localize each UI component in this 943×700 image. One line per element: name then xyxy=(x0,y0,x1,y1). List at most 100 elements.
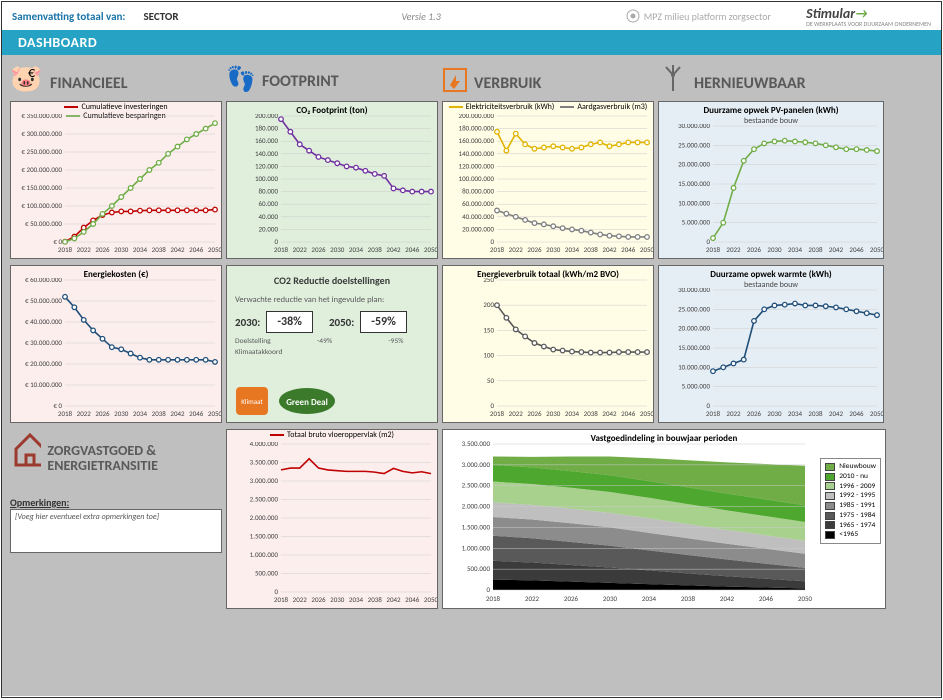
svg-text:2050: 2050 xyxy=(798,594,813,603)
svg-text:100.000.000: 100.000.000 xyxy=(459,174,495,183)
svg-text:10.000.000: 10.000.000 xyxy=(678,198,710,207)
chart-footprint: CO₂ Footprint (ton)020.00040.00060.00080… xyxy=(226,101,438,259)
targets-sub: Verwachte reductie van het ingevulde pla… xyxy=(235,295,429,305)
svg-text:160.000: 160.000 xyxy=(255,136,279,145)
svg-text:2046: 2046 xyxy=(405,595,420,604)
dashboard-title-bar: DASHBOARD xyxy=(2,30,941,55)
target-value-2050: -59% xyxy=(360,311,407,333)
svg-text:25.000.000: 25.000.000 xyxy=(678,140,710,149)
svg-text:200.000.000: 200.000.000 xyxy=(459,114,495,120)
svg-text:20.000: 20.000 xyxy=(258,224,278,233)
svg-text:2038: 2038 xyxy=(584,409,599,418)
svg-text:2038: 2038 xyxy=(584,245,599,254)
svg-text:1.000.000: 1.000.000 xyxy=(250,550,279,559)
svg-text:2026: 2026 xyxy=(564,594,579,603)
svg-text:2.000.000: 2.000.000 xyxy=(462,502,491,511)
svg-text:4.000.000: 4.000.000 xyxy=(250,442,279,448)
svg-text:3.500.000: 3.500.000 xyxy=(462,439,491,448)
svg-text:2018: 2018 xyxy=(706,245,721,254)
svg-text:140.000.000: 140.000.000 xyxy=(459,149,495,158)
svg-text:€ 20.000.000: € 20.000.000 xyxy=(25,359,62,368)
svg-text:10.000.000: 10.000.000 xyxy=(678,362,710,371)
main-area: 🐷€ FINANCIEEL 👣 FOOTPRINT VERBRUIK HERNI… xyxy=(2,55,941,696)
page-frame: Samenvatting totaal van: SECTOR Versie 1… xyxy=(1,1,942,698)
summary-label: Samenvatting totaal van: xyxy=(12,10,125,23)
svg-text:2018: 2018 xyxy=(490,245,505,254)
svg-text:5.000.000: 5.000.000 xyxy=(682,382,711,391)
svg-text:2.500.000: 2.500.000 xyxy=(462,481,491,490)
svg-text:2046: 2046 xyxy=(759,594,774,603)
mpz-logo: MPZ milieu platform zorgsector xyxy=(626,9,771,23)
svg-text:140.000: 140.000 xyxy=(255,149,279,158)
chart-warmte: Duurzame opwek warmte (kWh)bestaande bou… xyxy=(658,265,884,423)
svg-text:2034: 2034 xyxy=(349,245,364,254)
svg-text:2042: 2042 xyxy=(386,245,401,254)
topbar: Samenvatting totaal van: SECTOR Versie 1… xyxy=(2,2,941,30)
house-icon xyxy=(10,429,41,469)
svg-text:2030: 2030 xyxy=(114,245,129,254)
svg-text:€ 150.000.000: € 150.000.000 xyxy=(21,183,62,192)
svg-text:2050: 2050 xyxy=(640,245,653,254)
svg-text:2022: 2022 xyxy=(293,595,308,604)
svg-text:40.000.000: 40.000.000 xyxy=(462,212,494,221)
svg-text:30.000.000: 30.000.000 xyxy=(678,124,710,130)
version-label: Versie 1.3 xyxy=(402,10,441,23)
chart-stacked: Vastgoedindeling in bouwjaar perioden050… xyxy=(442,429,886,609)
chart-elek-gas: Elektriciteitsverbruik (kWh)Aardgasverbr… xyxy=(442,101,654,259)
svg-text:120.000.000: 120.000.000 xyxy=(459,161,495,170)
svg-text:Green Deal: Green Deal xyxy=(286,397,328,408)
svg-text:2030: 2030 xyxy=(546,409,561,418)
svg-text:2030: 2030 xyxy=(546,245,561,254)
svg-text:2034: 2034 xyxy=(133,409,148,418)
svg-text:2022: 2022 xyxy=(77,409,92,418)
svg-text:2030: 2030 xyxy=(767,245,782,254)
svg-text:2050: 2050 xyxy=(870,245,883,254)
svg-text:2022: 2022 xyxy=(726,409,741,418)
svg-text:2050: 2050 xyxy=(424,245,437,254)
svg-text:2026: 2026 xyxy=(95,245,110,254)
svg-text:2034: 2034 xyxy=(565,245,580,254)
svg-text:2046: 2046 xyxy=(189,245,204,254)
svg-text:2030: 2030 xyxy=(767,409,782,418)
svg-text:2050: 2050 xyxy=(640,409,653,418)
svg-text:160.000.000: 160.000.000 xyxy=(459,136,495,145)
svg-text:200.000: 200.000 xyxy=(255,114,279,120)
svg-text:2050: 2050 xyxy=(208,409,221,418)
svg-text:1.000.000: 1.000.000 xyxy=(462,543,491,552)
opmerkingen-label: Opmerkingen: xyxy=(10,496,222,509)
greendeal-badge-icon: Green Deal xyxy=(277,386,337,416)
svg-text:1.500.000: 1.500.000 xyxy=(462,522,491,531)
svg-text:2.500.000: 2.500.000 xyxy=(250,495,279,504)
svg-text:100.000: 100.000 xyxy=(255,174,279,183)
svg-text:2018: 2018 xyxy=(486,594,501,603)
svg-text:200: 200 xyxy=(483,300,494,309)
svg-text:2046: 2046 xyxy=(189,409,204,418)
opmerkingen-input[interactable]: [Voeg hier eventueel extra opmerkingen t… xyxy=(10,509,222,553)
verbruik-header: VERBRUIK xyxy=(474,74,541,93)
sector-value: SECTOR xyxy=(143,10,178,23)
chart-vloeroppervlak: Totaal bruto vloeroppervlak (m2)0500.000… xyxy=(226,429,438,609)
svg-text:2046: 2046 xyxy=(621,245,636,254)
svg-text:2038: 2038 xyxy=(368,595,383,604)
svg-text:2050: 2050 xyxy=(424,595,437,604)
svg-text:15.000.000: 15.000.000 xyxy=(678,179,710,188)
svg-text:25.000.000: 25.000.000 xyxy=(678,304,710,313)
svg-text:0: 0 xyxy=(486,585,490,594)
svg-text:2030: 2030 xyxy=(114,409,129,418)
svg-text:2026: 2026 xyxy=(311,245,326,254)
meter-icon xyxy=(442,67,468,93)
svg-text:2050: 2050 xyxy=(208,245,221,254)
svg-text:3.500.000: 3.500.000 xyxy=(250,458,279,467)
svg-text:€ 50.000.000: € 50.000.000 xyxy=(25,296,62,305)
svg-text:2038: 2038 xyxy=(152,245,167,254)
svg-text:150: 150 xyxy=(483,325,494,334)
svg-text:👣: 👣 xyxy=(226,64,256,93)
svg-text:€ 200.000.000: € 200.000.000 xyxy=(21,165,62,174)
svg-text:2038: 2038 xyxy=(681,594,696,603)
svg-text:2042: 2042 xyxy=(170,409,185,418)
svg-text:180.000: 180.000 xyxy=(255,124,279,133)
svg-text:2038: 2038 xyxy=(152,409,167,418)
target-value-2030: -38% xyxy=(266,311,313,333)
svg-text:2030: 2030 xyxy=(330,245,345,254)
svg-text:120.000: 120.000 xyxy=(255,161,279,170)
